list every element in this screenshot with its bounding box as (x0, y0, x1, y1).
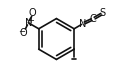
Text: −: − (18, 27, 25, 36)
Text: S: S (100, 8, 106, 18)
Text: N: N (25, 18, 32, 28)
Text: O: O (20, 28, 27, 38)
Text: N: N (79, 19, 87, 29)
Text: O: O (29, 8, 36, 18)
Text: C: C (90, 14, 96, 24)
Text: +: + (27, 16, 34, 25)
